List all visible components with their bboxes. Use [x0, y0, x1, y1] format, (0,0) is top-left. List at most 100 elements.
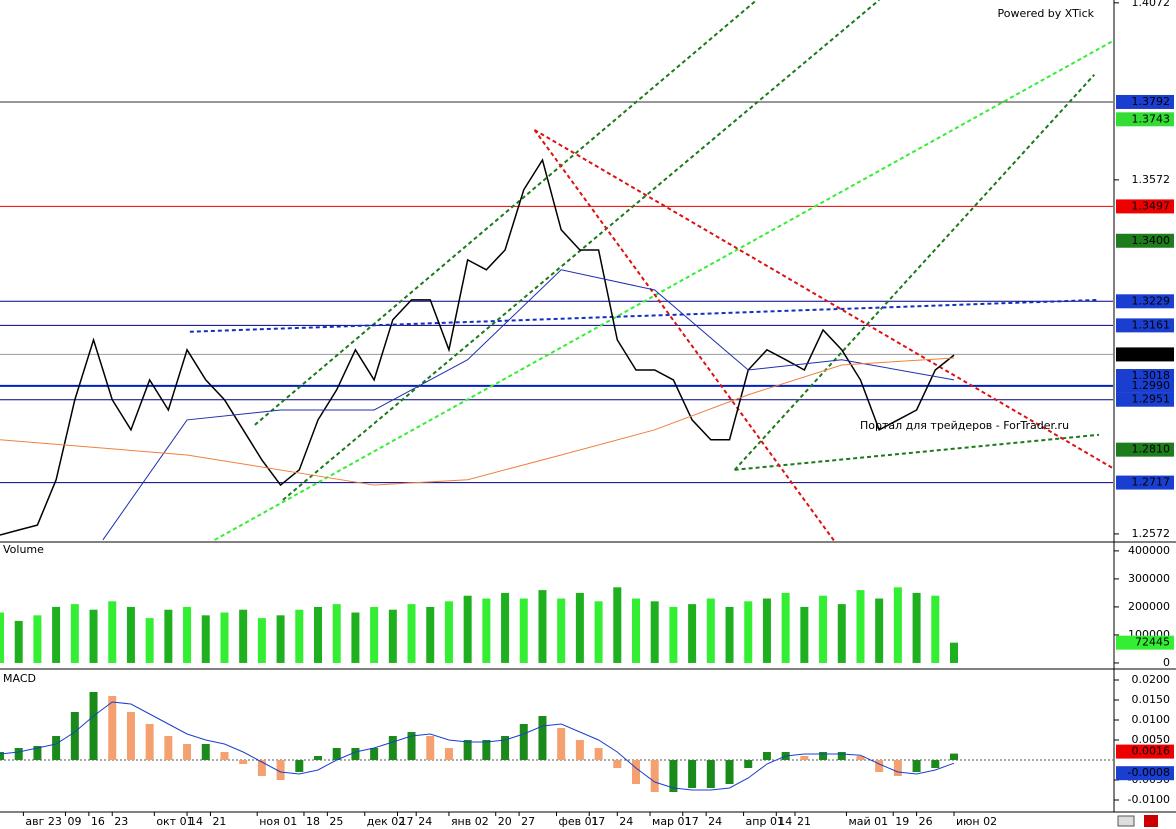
- level-box: [1116, 475, 1174, 490]
- x-tick-label: 27: [521, 815, 535, 828]
- volume-bar: [893, 587, 902, 663]
- x-tick-label: дек 02: [367, 815, 406, 828]
- x-tick-label: окт 01: [156, 815, 193, 828]
- volume-bar: [164, 609, 173, 663]
- macd-bar: [837, 752, 846, 760]
- macd-bar: [819, 752, 828, 760]
- volume-bar: [52, 606, 61, 663]
- macd-bar: [332, 748, 341, 760]
- level-label: 1.3229: [1132, 294, 1171, 307]
- macd-bar: [351, 748, 360, 760]
- y-tick-label: 200000: [1128, 600, 1170, 613]
- x-tick-label: 24: [418, 815, 432, 828]
- macd-bar: [426, 736, 435, 760]
- macd-bar: [501, 736, 510, 760]
- x-tick-label: июн 02: [956, 815, 997, 828]
- volume-bar: [688, 604, 697, 663]
- panel-title: MACD: [3, 672, 36, 685]
- volume-bar: [407, 604, 416, 663]
- credit: Powered by XTick: [998, 7, 1095, 20]
- macd-bar: [220, 752, 229, 760]
- trend-line: [254, 0, 758, 426]
- volume-bar: [744, 601, 753, 663]
- volume-bar: [706, 598, 715, 663]
- macd-bar: [33, 746, 42, 760]
- macd-bar: [239, 760, 248, 764]
- volume-bar: [594, 601, 603, 663]
- signal-line: [0, 701, 955, 791]
- trend-line: [189, 298, 1100, 333]
- volume-bar: [669, 606, 678, 663]
- x-tick-label: 17: [400, 815, 414, 828]
- x-tick-label: 19: [895, 815, 909, 828]
- x-tick-label: авг 23: [25, 815, 62, 828]
- macd-bar: [0, 752, 4, 760]
- trend-line: [282, 0, 880, 501]
- signal-last-label: -0.0008: [1128, 766, 1170, 779]
- macd-bar: [145, 724, 154, 760]
- x-tick-label: 09: [67, 815, 81, 828]
- volume-bar: [201, 615, 210, 663]
- y-tick-label: 0.0200: [1132, 673, 1171, 686]
- trend-line: [534, 129, 1113, 470]
- volume-bar: [912, 592, 921, 663]
- volume-last-label: 72445: [1135, 636, 1170, 649]
- x-tick-label: 20: [498, 815, 512, 828]
- volume-bar: [388, 609, 397, 663]
- x-tick-label: май 01: [848, 815, 888, 828]
- y-tick-label: -0.0100: [1128, 793, 1170, 806]
- close-button[interactable]: [1144, 815, 1158, 827]
- scroll-button[interactable]: [1117, 815, 1135, 827]
- volume-bar: [220, 612, 229, 663]
- macd-bar: [70, 712, 79, 760]
- macd-bar: [519, 724, 528, 760]
- macd-bar: [725, 760, 734, 784]
- level-box: [1116, 199, 1174, 214]
- macd-bar: [295, 760, 304, 772]
- volume-bar: [0, 612, 4, 663]
- volume-bar: [931, 595, 940, 663]
- x-tick-label: 24: [708, 815, 722, 828]
- macd-last-box: [1116, 744, 1174, 759]
- volume-bar: [875, 598, 884, 663]
- macd-bar: [538, 716, 547, 760]
- macd-bar: [164, 736, 173, 760]
- volume-bar: [632, 598, 640, 663]
- volume-bar: [276, 615, 285, 663]
- volume-bar: [819, 595, 828, 663]
- macd-bar: [388, 736, 397, 760]
- level-label: 1.2717: [1132, 476, 1171, 489]
- volume-bar: [575, 592, 584, 663]
- level-label: 1.3400: [1132, 234, 1171, 247]
- x-tick-label: 24: [619, 815, 633, 828]
- x-tick-label: апр 01: [746, 815, 784, 828]
- macd-bar: [370, 748, 379, 760]
- volume-bar: [501, 592, 510, 663]
- x-tick-label: 26: [919, 815, 933, 828]
- volume-bar: [33, 615, 42, 663]
- macd-bar: [14, 748, 23, 760]
- level-box: [1116, 347, 1174, 362]
- macd-bar: [950, 753, 958, 760]
- level-label: 1.3161: [1132, 318, 1171, 331]
- macd-bar: [183, 744, 192, 760]
- level-box: [1116, 233, 1174, 248]
- macd-bar: [594, 748, 603, 760]
- level-box: [1116, 378, 1174, 393]
- macd-bar: [52, 736, 61, 760]
- trend-line: [214, 39, 1113, 541]
- macd-bar: [632, 760, 640, 784]
- volume-bar: [725, 606, 734, 663]
- macd-bar: [444, 748, 453, 760]
- y-tick-label: 0.0150: [1132, 693, 1171, 706]
- macd-bar: [463, 740, 472, 760]
- volume-bar: [89, 609, 98, 663]
- level-box: [1116, 442, 1174, 457]
- level-label: 1.3497: [1132, 199, 1171, 212]
- macd-bar: [706, 760, 715, 788]
- trend-line: [734, 433, 1100, 471]
- volume-bar: [463, 595, 472, 663]
